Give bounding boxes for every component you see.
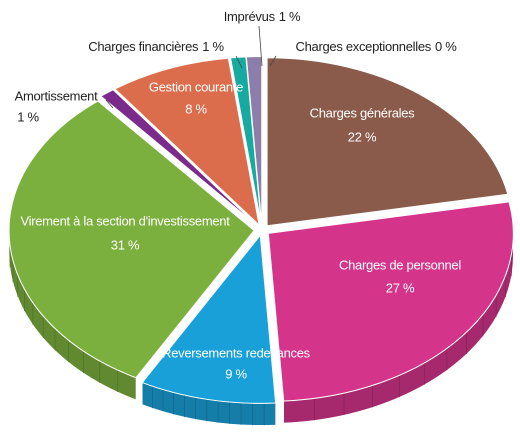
- category-name: Reversements redevances: [162, 345, 311, 360]
- slice: [114, 57, 260, 227]
- category-name: Charges de personnel: [339, 257, 461, 272]
- slice: [267, 201, 514, 402]
- value-label: 1 %: [279, 9, 301, 24]
- category-name: Charges générales: [310, 105, 416, 120]
- slice: [266, 57, 509, 227]
- slice: [8, 100, 255, 379]
- leader-line: [269, 55, 277, 67]
- leader-line: [258, 25, 263, 67]
- value-label: 22 %: [348, 129, 377, 144]
- value-label: 9 %: [225, 366, 247, 381]
- slice: [229, 56, 262, 225]
- category-name: Imprévus: [224, 9, 276, 24]
- category-name: Virement à la section d'investissement: [20, 213, 230, 228]
- value-label: 1 %: [17, 109, 39, 124]
- category-name: Amortissement: [15, 88, 98, 103]
- slice-label: Charges financières 1 %: [88, 39, 224, 54]
- leader-line: [235, 55, 243, 69]
- value-label: 8 %: [185, 101, 207, 116]
- category-name: Charges financières: [88, 39, 199, 54]
- slice: [141, 234, 277, 404]
- value-label: 27 %: [386, 280, 415, 295]
- leader-line: [105, 99, 114, 109]
- value-label: 31 %: [111, 237, 140, 252]
- value-label: 0 %: [435, 39, 457, 54]
- value-label: 1 %: [202, 39, 224, 54]
- category-name: Charges exceptionnelles: [296, 39, 432, 54]
- slice-label: Imprévus 1 %: [224, 9, 301, 24]
- slice: [245, 56, 263, 225]
- slice: [100, 89, 258, 227]
- category-name: Gestion courante: [149, 79, 243, 94]
- slice-label: Charges exceptionnelles 0 %: [296, 39, 458, 54]
